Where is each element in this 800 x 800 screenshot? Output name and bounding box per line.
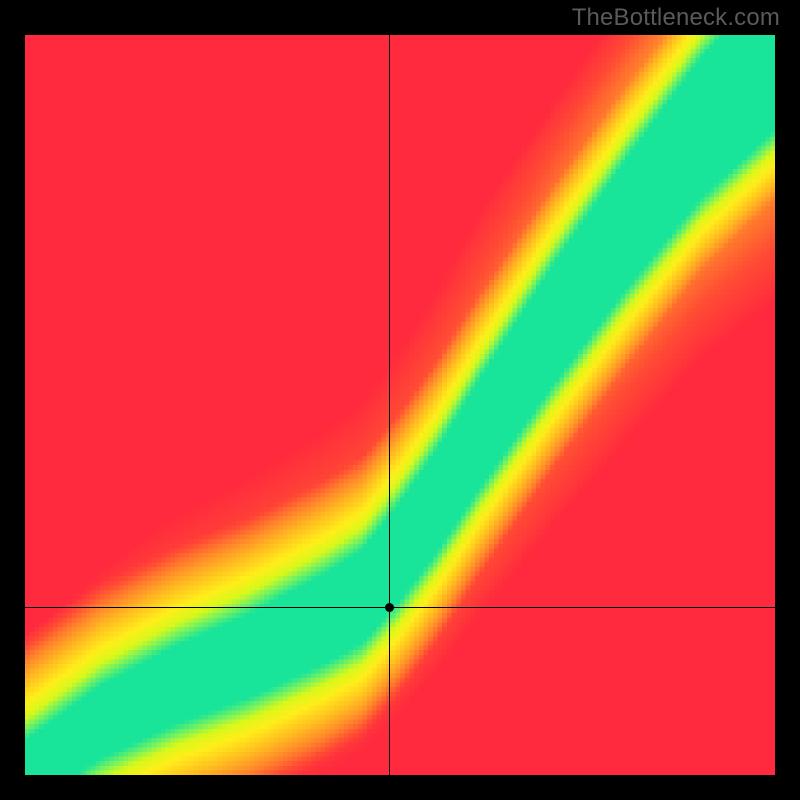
crosshair-vertical [389,35,390,775]
heatmap-canvas [25,35,775,775]
watermark-text: TheBottleneck.com [572,4,780,32]
chart-container: TheBottleneck.com [0,0,800,800]
crosshair-horizontal [25,607,775,608]
